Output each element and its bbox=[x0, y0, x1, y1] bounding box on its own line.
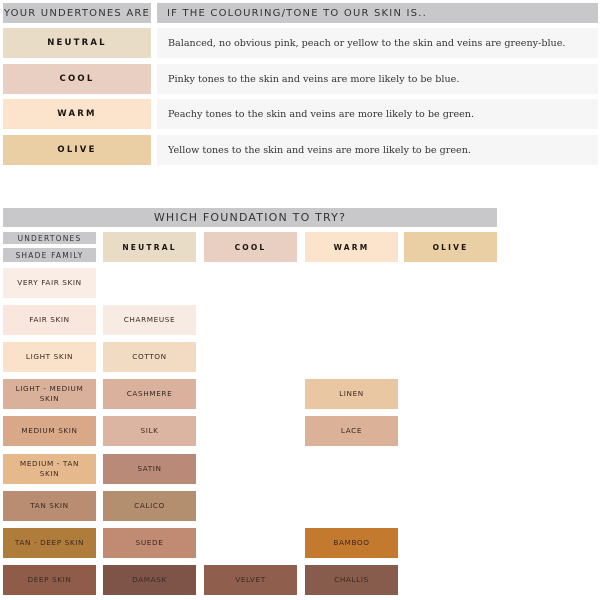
undertone-label-warm: WARM bbox=[3, 99, 151, 129]
foundation-shade-silk: SILK bbox=[103, 416, 196, 447]
foundation-shade-cashmere: CASHMERE bbox=[103, 379, 196, 410]
foundation-shade-cotton: COTTON bbox=[103, 342, 196, 373]
foundation-shade-calico: CALICO bbox=[103, 490, 196, 521]
shade-family-cell: TAN - DEEP SKIN bbox=[3, 527, 96, 558]
foundation-shade-damask: DAMASK bbox=[103, 564, 196, 595]
shade-family-cell: TAN SKIN bbox=[3, 490, 96, 521]
undertone-description: Balanced, no obvious pink, peach or yell… bbox=[157, 28, 598, 58]
foundation-shade-bamboo: BAMBOO bbox=[305, 527, 398, 558]
shade-family-cell: LIGHT - MEDIUM SKIN bbox=[3, 379, 96, 410]
shade-family-cell: DEEP SKIN bbox=[3, 564, 96, 595]
column-header-neutral: NEUTRAL bbox=[103, 232, 196, 262]
shade-family-cell: MEDIUM - TAN SKIN bbox=[3, 453, 96, 484]
foundation-shade-satin: SATIN bbox=[103, 453, 196, 484]
undertone-description: Peachy tones to the skin and veins are m… bbox=[157, 99, 598, 129]
column-header-olive: OLIVE bbox=[404, 232, 497, 262]
shade-family-cell: FAIR SKIN bbox=[3, 305, 96, 336]
undertone-description: Pinky tones to the skin and veins are mo… bbox=[157, 64, 598, 94]
column-header-cool: COOL bbox=[204, 232, 297, 262]
foundation-shade-lace: LACE bbox=[305, 416, 398, 447]
undertones-header: YOUR UNDERTONES ARE bbox=[3, 3, 151, 23]
undertone-label-cool: COOL bbox=[3, 64, 151, 94]
colouring-header: IF THE COLOURING/TONE TO OUR SKIN IS.. bbox=[157, 3, 598, 23]
shade-family-cell: MEDIUM SKIN bbox=[3, 416, 96, 447]
foundation-title: WHICH FOUNDATION TO TRY? bbox=[3, 208, 497, 227]
foundation-shade-charmeuse: CHARMEUSE bbox=[103, 305, 196, 336]
column-header-warm: WARM bbox=[305, 232, 398, 262]
undertones-label: UNDERTONES bbox=[3, 232, 96, 244]
shade-family-label: SHADE FAMILY bbox=[3, 248, 96, 262]
foundation-shade-challis: CHALLIS bbox=[305, 564, 398, 595]
undertone-label-olive: OLIVE bbox=[3, 135, 151, 165]
foundation-shade-velvet: VELVET bbox=[204, 564, 297, 595]
foundation-shade-linen: LINEN bbox=[305, 379, 398, 410]
shade-family-cell: LIGHT SKIN bbox=[3, 342, 96, 373]
shade-family-cell: VERY FAIR SKIN bbox=[3, 268, 96, 298]
foundation-shade-suede: SUEDE bbox=[103, 527, 196, 558]
undertone-label-neutral: NEUTRAL bbox=[3, 28, 151, 58]
undertone-description: Yellow tones to the skin and veins are m… bbox=[157, 135, 598, 165]
